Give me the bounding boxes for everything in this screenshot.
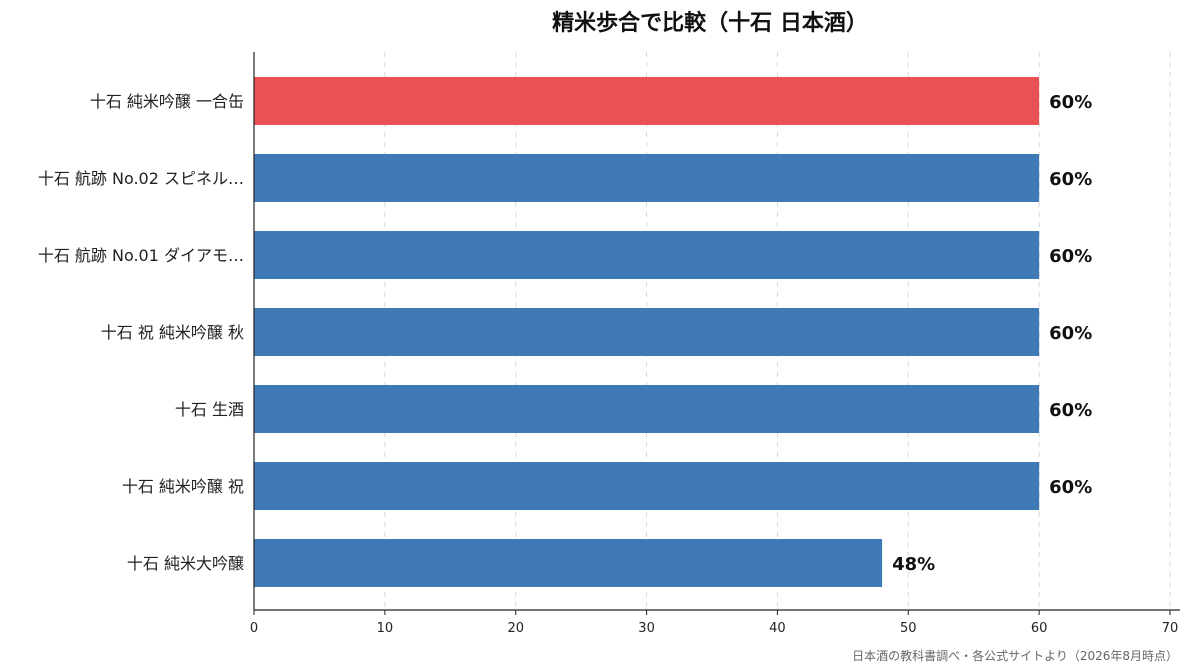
chart-title: 精米歩合で比較（十石 日本酒） (552, 10, 868, 36)
x-tick-label: 30 (638, 621, 655, 636)
bar (254, 462, 1040, 510)
x-tick-label: 20 (507, 621, 524, 636)
data-label: 60% (1049, 477, 1092, 498)
x-tick-label: 60 (1031, 621, 1048, 636)
x-axis-ticks: 0 10 20 30 40 50 60 70 (250, 610, 1178, 636)
bar (254, 154, 1040, 202)
category-label: 十石 航跡 No.02 スピネル… (38, 169, 244, 188)
data-label: 60% (1049, 400, 1092, 421)
x-tick-label: 0 (250, 621, 258, 636)
bar (254, 308, 1040, 356)
data-label: 60% (1049, 92, 1092, 113)
category-label: 十石 純米吟醸 一合缶 (90, 92, 244, 111)
data-label: 60% (1049, 246, 1092, 267)
x-tick-label: 40 (769, 621, 786, 636)
category-label: 十石 航跡 No.01 ダイアモ… (38, 246, 244, 265)
data-label: 48% (892, 554, 935, 575)
bar (254, 231, 1040, 279)
category-label: 十石 祝 純米吟醸 秋 (101, 323, 244, 342)
x-tick-label: 10 (377, 621, 394, 636)
bar (254, 385, 1040, 433)
category-label: 十石 純米大吟醸 (127, 554, 244, 573)
x-tick-label: 70 (1162, 621, 1179, 636)
value-labels: 60% 60% 60% 60% 60% 60% 48% (892, 92, 1092, 575)
data-label: 60% (1049, 323, 1092, 344)
bars (254, 77, 1040, 587)
category-label: 十石 生酒 (175, 400, 244, 419)
category-label: 十石 純米吟醸 祝 (122, 477, 244, 496)
source-footnote: 日本酒の教科書調べ・各公式サイトより（2026年8月時点） (852, 648, 1178, 663)
bar (254, 539, 883, 587)
bar (254, 77, 1040, 125)
data-label: 60% (1049, 169, 1092, 190)
x-tick-label: 50 (900, 621, 917, 636)
grid-lines (384, 52, 1171, 610)
axes (253, 52, 1180, 611)
